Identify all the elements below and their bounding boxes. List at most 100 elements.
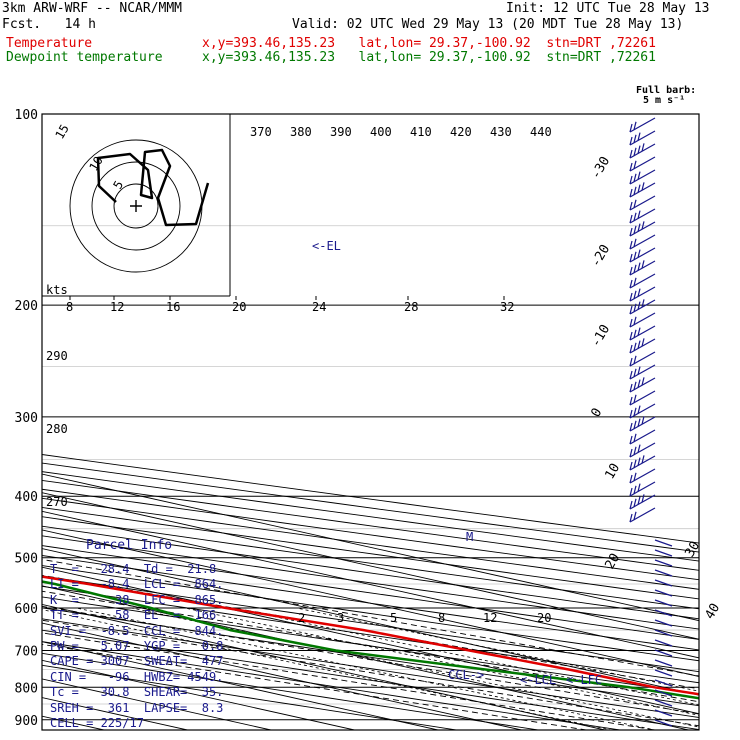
wind-barb-flag	[629, 279, 633, 289]
wind-barb-flag	[637, 405, 641, 414]
wind-barb-flag	[633, 420, 637, 429]
wind-barb-flag	[633, 264, 637, 273]
wind-barb	[629, 208, 656, 224]
wind-barb-flag	[641, 260, 645, 269]
wind-barb-flag	[637, 418, 641, 427]
parcel-info-box: Parcel Info T = 28.4 Td = 21.8 LI = -8.4…	[42, 538, 232, 734]
wind-barb	[654, 579, 673, 587]
wind-barb-staff	[654, 699, 673, 707]
dry-adiabat	[42, 629, 699, 730]
dry-adiabat	[42, 652, 542, 730]
wind-barb-flag	[629, 500, 633, 510]
wind-barb-flag	[633, 511, 637, 520]
wind-barb-flag	[637, 301, 641, 310]
wind-barb-staff	[629, 429, 656, 445]
wind-barb-flag	[633, 381, 637, 390]
wind-barb-flag	[633, 160, 637, 169]
wind-barb	[629, 481, 656, 497]
wind-barb	[629, 130, 656, 146]
moist-adiabat	[42, 590, 699, 703]
wind-barb-flag	[629, 188, 633, 198]
theta-label: 370	[250, 125, 272, 139]
wind-barb-flag	[641, 143, 645, 152]
theta-side-label: 270	[46, 495, 68, 509]
wind-barb	[629, 325, 656, 341]
isotherm-line	[42, 603, 605, 730]
mixing-ratio-label: 3	[337, 611, 344, 625]
isotherm-line	[42, 492, 699, 640]
isotherm-line	[42, 566, 699, 715]
forecast-hour: Fcst. 14 h	[2, 17, 96, 32]
wind-barb	[654, 629, 673, 637]
wind-barb-flag	[633, 212, 637, 221]
pressure-label: 500	[15, 552, 38, 567]
hodograph-ring	[91, 161, 181, 251]
wind-barb	[654, 569, 673, 577]
wind-barb-flag	[633, 498, 637, 507]
temperature-legend-label: Temperature	[6, 36, 93, 51]
wind-barb	[654, 719, 673, 727]
wind-barb-flag	[629, 448, 633, 458]
wind-barb-flag	[629, 409, 633, 419]
wind-barb	[654, 649, 673, 657]
wind-barb-flag	[641, 338, 645, 347]
wind-barb-flag	[637, 444, 641, 453]
dry-adiabat	[42, 618, 699, 718]
dry-adiabat	[42, 555, 699, 651]
wind-barb	[654, 699, 673, 707]
parcel-info-title: Parcel Info	[86, 538, 173, 553]
temperature-location: x,y=393.46,135.23 lat,lon= 29.37,-100.92…	[202, 36, 656, 51]
wind-barb-flag	[633, 368, 637, 377]
wind-barb	[629, 117, 656, 133]
wind-barb-flag	[633, 147, 637, 156]
wind-barb-flag	[637, 379, 641, 388]
wind-barb	[629, 169, 656, 185]
isotherm-right-label: 40	[702, 601, 723, 622]
wind-barb	[629, 286, 656, 302]
dry-adiabat	[42, 507, 699, 600]
wind-barb	[654, 639, 673, 647]
mixing-ratio-line	[233, 607, 699, 706]
profile-annotation: <-EL	[312, 239, 341, 253]
dewpoint-location: x,y=393.46,135.23 lat,lon= 29.37,-100.92…	[202, 50, 656, 65]
wind-barb-staff	[629, 286, 656, 302]
dewpoint-legend-label: Dewpoint temperature	[6, 50, 163, 65]
wind-barb-flag	[629, 305, 633, 315]
wind-barb-flag	[637, 223, 641, 232]
wind-barb-flag	[629, 370, 633, 380]
dry-adiabat	[42, 575, 699, 673]
wind-barb	[629, 455, 656, 471]
hodograph-speed-label: 28	[404, 300, 418, 314]
hodograph-speed-label: 8	[66, 300, 73, 314]
wind-barb-flag	[633, 238, 637, 247]
wind-barb-staff	[654, 629, 673, 637]
wind-barb	[629, 429, 656, 445]
pressure-label: 300	[15, 411, 38, 426]
wind-barb-staff	[629, 312, 656, 328]
wind-barb-flag	[641, 416, 645, 425]
init-time: Init: 12 UTC Tue 28 May 13	[506, 1, 710, 16]
wind-barb-flag	[629, 292, 633, 302]
wind-barb-staff	[654, 569, 673, 577]
wind-barb	[654, 599, 673, 607]
moist-adiabat	[42, 605, 699, 715]
wind-barb	[629, 468, 656, 484]
wind-barb-flag	[633, 433, 637, 442]
wind-barb-flag	[637, 366, 641, 375]
wind-barb-staff	[629, 208, 656, 224]
mixing-ratio-label: 20	[537, 611, 551, 625]
isotherm-line	[42, 529, 699, 677]
parcel-row: Tc = 30.8 SHEAR= 35.	[50, 685, 224, 700]
wind-barb-staff	[629, 442, 656, 458]
wind-barb-staff	[629, 325, 656, 341]
profile-dewpoint-temperature	[42, 580, 699, 700]
wind-barb-staff	[629, 364, 656, 380]
wind-barb-staff	[629, 117, 656, 133]
wind-barb	[629, 299, 656, 315]
wind-barb-flag	[633, 316, 637, 325]
wind-barb	[654, 609, 673, 617]
wind-barb-staff	[629, 247, 656, 263]
wind-barb-staff	[629, 169, 656, 185]
wind-barb-staff	[654, 589, 673, 597]
mixing-ratio-label: 5	[390, 611, 397, 625]
